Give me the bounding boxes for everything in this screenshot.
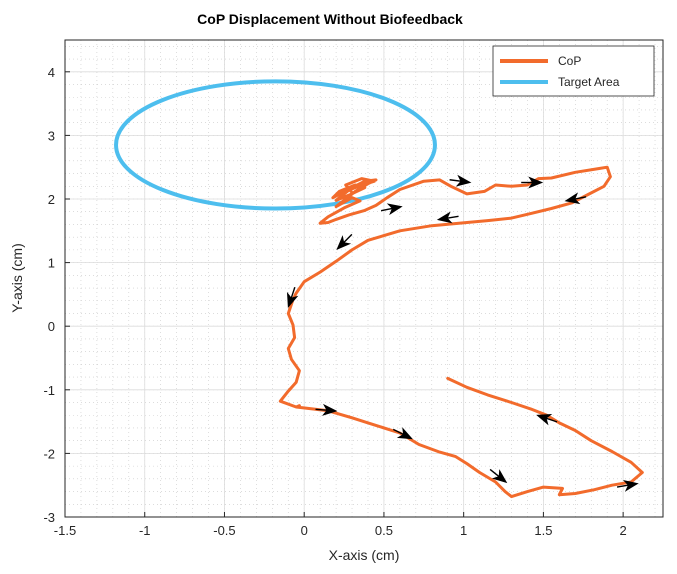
y-axis-label: Y-axis (cm) (9, 243, 25, 313)
y-tick-label: 3 (48, 128, 55, 143)
legend-label-target-area: Target Area (558, 75, 620, 89)
y-tick-label: -1 (43, 383, 55, 398)
direction-arrow (380, 203, 403, 216)
direction-arrow (564, 192, 587, 205)
y-tick-label: 0 (48, 319, 55, 334)
direction-arrow-head (396, 427, 413, 440)
x-tick-label: 0 (301, 523, 308, 538)
direction-arrow (616, 479, 639, 492)
y-tick-label: 4 (48, 65, 55, 80)
cop-trajectory-line (278, 165, 644, 499)
x-tick-label: -1.5 (54, 523, 76, 538)
direction-arrow (536, 413, 558, 426)
direction-arrows (286, 174, 639, 492)
direction-arrow-head (528, 176, 544, 189)
legend-label-cop: CoP (558, 54, 581, 68)
x-tick-label: 1.5 (534, 523, 552, 538)
chart-title: CoP Displacement Without Biofeedback (197, 11, 463, 27)
x-tick-label: 1 (460, 523, 467, 538)
direction-arrow-head (436, 211, 453, 224)
y-tick-label: -2 (43, 446, 55, 461)
y-tick-label: 1 (48, 256, 55, 271)
direction-arrow-head (622, 479, 639, 492)
direction-arrow-head (536, 413, 553, 426)
x-axis-label: X-axis (cm) (329, 547, 400, 563)
direction-arrow (286, 286, 299, 309)
series-layer (114, 79, 644, 499)
x-tick-label: 2 (620, 523, 627, 538)
tick-labels: -1.5 -1 -0.5 0 0.5 1 1.5 2 -3 -2 -1 0 1 2 3 4 (43, 65, 626, 538)
x-tick-label: -0.5 (213, 523, 235, 538)
y-tick-label: -3 (43, 510, 55, 525)
direction-arrow (392, 427, 413, 440)
direction-arrow (436, 211, 459, 224)
direction-arrow-head (455, 174, 472, 187)
direction-arrow (449, 174, 472, 187)
direction-arrow-head (286, 291, 299, 309)
x-tick-label: -1 (139, 523, 151, 538)
plot-frame (64, 39, 664, 518)
legend-box (492, 45, 655, 97)
legend: CoP Target Area (492, 45, 655, 97)
direction-arrow-head (322, 403, 338, 416)
direction-arrow (489, 468, 508, 484)
direction-arrow-head (491, 469, 508, 484)
axis-ticks (64, 71, 624, 518)
target-area-ellipse (114, 79, 437, 211)
x-tick-label: 0.5 (375, 523, 393, 538)
direction-arrow-head (564, 192, 581, 205)
direction-arrow (315, 403, 338, 416)
y-tick-label: 2 (48, 192, 55, 207)
direction-arrow (336, 233, 353, 250)
direction-arrow (521, 176, 544, 189)
direction-arrow-head (336, 235, 352, 250)
direction-arrow-head (386, 203, 403, 216)
